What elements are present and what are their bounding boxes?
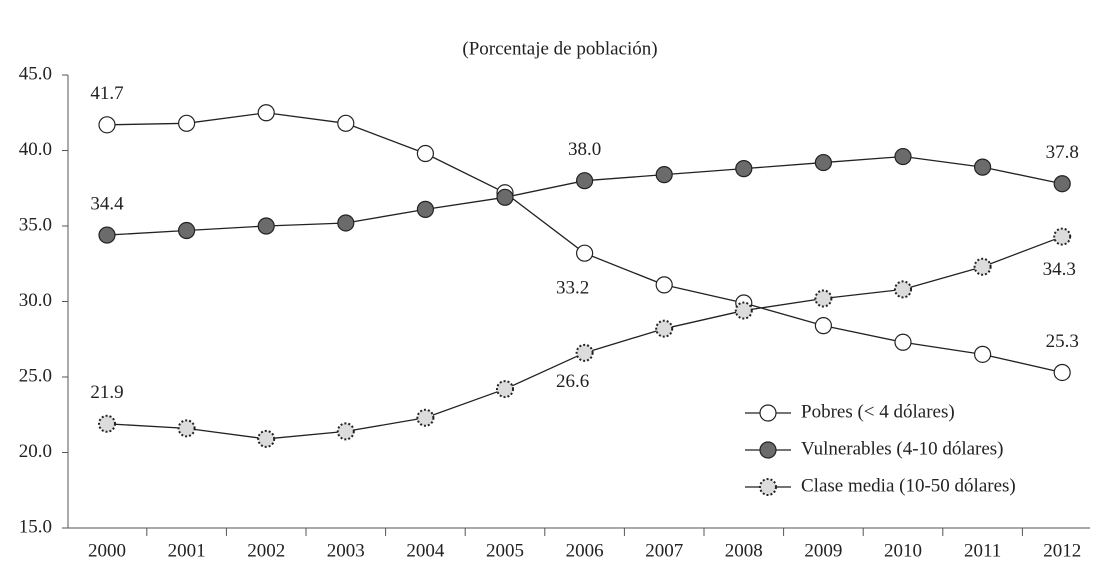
chart-subtitle: (Porcentaje de población) [462, 38, 657, 59]
marker [735, 160, 753, 178]
marker [1053, 227, 1072, 246]
x-tick-label: 2012 [1043, 540, 1081, 561]
y-tick-label: 15.0 [19, 516, 52, 537]
legend-marker [759, 441, 777, 459]
marker [416, 144, 434, 163]
marker [416, 408, 435, 427]
x-tick-label: 2002 [247, 540, 285, 561]
marker [257, 429, 276, 448]
data-label: 37.8 [1046, 142, 1079, 163]
marker [178, 221, 196, 240]
marker [973, 257, 992, 276]
legend-label: Pobres (< 4 dólares) [801, 401, 955, 422]
marker [416, 200, 434, 218]
marker [655, 319, 674, 338]
x-tick-label: 2010 [884, 540, 922, 561]
legend: Pobres (< 4 dólares) Vulnerables (4-10 dó… [745, 401, 1016, 496]
marker [257, 217, 275, 235]
marker [814, 289, 833, 308]
x-tick-label: 2011 [964, 540, 1001, 561]
data-label: 38.0 [568, 139, 601, 160]
marker [496, 188, 514, 206]
marker [496, 380, 514, 399]
y-tick-label: 40.0 [19, 139, 52, 160]
x-tick-label: 2006 [566, 540, 604, 561]
marker [1053, 363, 1071, 382]
y-tick-label: 30.0 [19, 290, 52, 311]
marker [973, 345, 992, 363]
legend-label: Vulnerables (4-10 dólares) [801, 438, 1004, 459]
y-tick-label: 35.0 [19, 214, 52, 235]
marker [894, 333, 912, 351]
data-label: 25.3 [1046, 331, 1079, 352]
data-label: 33.2 [556, 278, 589, 299]
x-tick-label: 2001 [168, 540, 206, 561]
marker [177, 419, 196, 438]
marker [98, 226, 116, 244]
y-tick-label: 25.0 [19, 365, 52, 386]
marker [814, 153, 833, 172]
marker [178, 114, 196, 132]
x-tick-label: 2003 [327, 540, 365, 561]
data-label: 21.9 [90, 382, 123, 403]
marker [98, 116, 116, 134]
marker [575, 343, 594, 362]
marker [257, 104, 275, 122]
marker [98, 414, 116, 433]
marker [575, 244, 594, 262]
x-tick-label: 2004 [406, 540, 445, 561]
marker [337, 214, 355, 232]
legend-marker [759, 404, 777, 422]
x-tick-label: 2009 [804, 540, 842, 561]
marker [894, 280, 912, 299]
legend-marker [759, 478, 777, 496]
marker [973, 158, 992, 176]
marker [1053, 175, 1071, 193]
marker [814, 317, 833, 335]
data-label: 26.6 [556, 371, 589, 392]
marker [894, 147, 912, 166]
x-tick-label: 2007 [645, 540, 683, 561]
x-tick-label: 2008 [725, 540, 763, 561]
x-tick-label: 2000 [88, 540, 126, 561]
x-tick-label: 2005 [486, 540, 524, 561]
y-tick-label: 20.0 [19, 441, 52, 462]
marker [734, 301, 753, 320]
series-line [106, 155, 1063, 236]
marker [575, 172, 594, 190]
data-label: 41.7 [90, 83, 123, 104]
marker [655, 166, 673, 184]
data-label: 34.3 [1043, 259, 1076, 280]
marker [337, 114, 355, 132]
marker [655, 276, 673, 294]
y-tick-label: 45.0 [19, 63, 52, 84]
data-label: 34.4 [90, 193, 124, 214]
legend-label: Clase media (10-50 dólares) [801, 475, 1016, 496]
marker [336, 422, 355, 441]
